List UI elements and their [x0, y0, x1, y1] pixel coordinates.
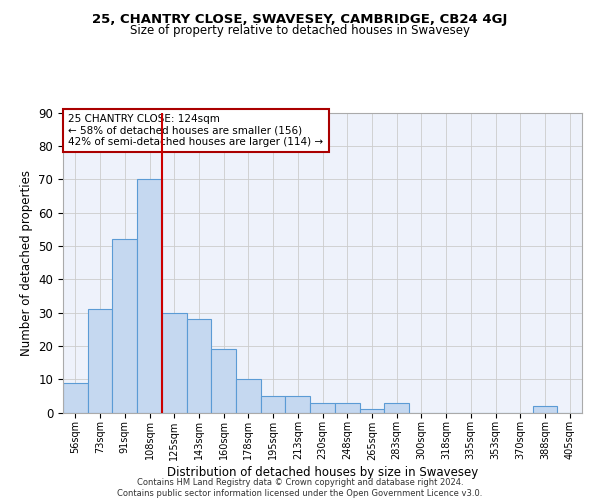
Bar — [211, 349, 236, 412]
Bar — [236, 379, 261, 412]
X-axis label: Distribution of detached houses by size in Swavesey: Distribution of detached houses by size … — [167, 466, 478, 479]
Bar — [533, 406, 557, 412]
Text: Contains HM Land Registry data © Crown copyright and database right 2024.
Contai: Contains HM Land Registry data © Crown c… — [118, 478, 482, 498]
Bar — [63, 382, 88, 412]
Bar — [187, 319, 211, 412]
Bar — [335, 402, 359, 412]
Bar — [384, 402, 409, 412]
Bar — [286, 396, 310, 412]
Y-axis label: Number of detached properties: Number of detached properties — [20, 170, 33, 356]
Bar — [261, 396, 286, 412]
Bar — [359, 409, 384, 412]
Text: 25 CHANTRY CLOSE: 124sqm
← 58% of detached houses are smaller (156)
42% of semi-: 25 CHANTRY CLOSE: 124sqm ← 58% of detach… — [68, 114, 323, 147]
Bar — [162, 312, 187, 412]
Text: 25, CHANTRY CLOSE, SWAVESEY, CAMBRIDGE, CB24 4GJ: 25, CHANTRY CLOSE, SWAVESEY, CAMBRIDGE, … — [92, 12, 508, 26]
Bar — [310, 402, 335, 412]
Text: Size of property relative to detached houses in Swavesey: Size of property relative to detached ho… — [130, 24, 470, 37]
Bar — [88, 309, 112, 412]
Bar — [137, 179, 162, 412]
Bar — [112, 239, 137, 412]
